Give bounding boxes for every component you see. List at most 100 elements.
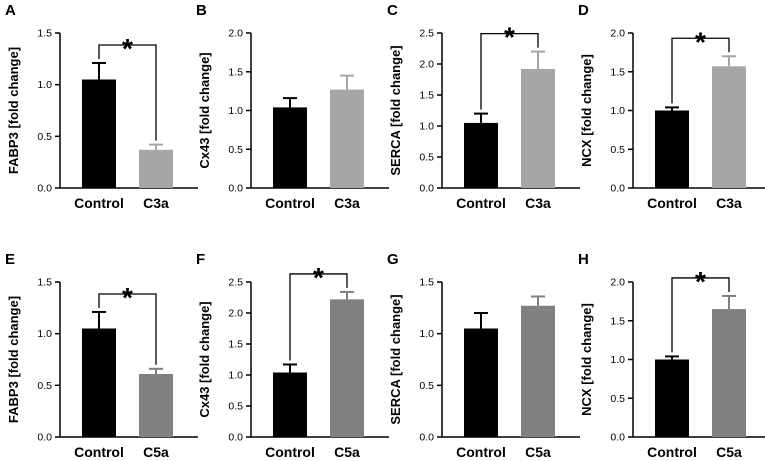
y-axis-label: SERCA [fold change] bbox=[388, 294, 403, 424]
y-tick-label: 1.5 bbox=[419, 277, 434, 289]
panel-letter: B bbox=[196, 2, 207, 19]
significance-bracket bbox=[289, 273, 348, 361]
significance-star: * bbox=[695, 266, 706, 297]
category-label: Control bbox=[456, 444, 506, 460]
y-tick-label: 1.5 bbox=[37, 277, 52, 289]
panel-letter: C bbox=[387, 2, 398, 19]
y-tick-label: 0.5 bbox=[419, 152, 434, 164]
bar-c5a bbox=[330, 299, 364, 437]
category-label: C3a bbox=[334, 195, 360, 211]
bar-c3a bbox=[521, 68, 555, 188]
panel-a: A 0.0 0.5 1.0 1.5 FABP3 [fold change] Control C… bbox=[5, 2, 198, 211]
category-label: Control bbox=[265, 444, 315, 460]
y-tick-label: 0.0 bbox=[37, 432, 52, 444]
panel-letter: G bbox=[387, 251, 399, 268]
y-tick-label: 2.5 bbox=[228, 277, 243, 289]
significance-bracket bbox=[98, 293, 157, 365]
bar-control bbox=[82, 79, 116, 188]
bar-control bbox=[464, 328, 498, 437]
bar-c3a bbox=[330, 89, 364, 188]
y-tick-label: 2.0 bbox=[610, 277, 625, 289]
y-axis-label: SERCA [fold change] bbox=[388, 45, 403, 175]
bar-control bbox=[273, 107, 307, 188]
y-tick-label: 2.0 bbox=[228, 308, 243, 320]
y-tick-label: 0.5 bbox=[228, 401, 243, 413]
y-axis-label: FABP3 [fold change] bbox=[6, 47, 21, 174]
category-label: C3a bbox=[716, 195, 742, 211]
y-tick-label: 2.5 bbox=[419, 28, 434, 40]
bar-c5a bbox=[712, 309, 746, 437]
significance-star: * bbox=[504, 22, 515, 53]
significance-star: * bbox=[313, 262, 324, 293]
panel-letter: H bbox=[578, 251, 589, 268]
bar-c5a bbox=[139, 373, 173, 437]
bar-control bbox=[655, 110, 689, 188]
y-tick-label: 1.0 bbox=[419, 328, 434, 340]
y-tick-label: 1.0 bbox=[37, 79, 52, 91]
category-label: Control bbox=[647, 195, 697, 211]
y-tick-label: 1.0 bbox=[37, 328, 52, 340]
y-axis-label: Cx43 [fold change] bbox=[197, 301, 212, 417]
panel-e: E 0.0 0.5 1.0 1.5 FABP3 [fold change] Control C… bbox=[5, 251, 198, 460]
y-tick-label: 1.5 bbox=[610, 315, 625, 327]
y-tick-label: 1.5 bbox=[37, 28, 52, 40]
y-tick-label: 0.0 bbox=[610, 183, 625, 195]
y-tick-label: 1.0 bbox=[610, 354, 625, 366]
panel-d: D 0.0 0.5 1.0 1.5 2.0 NCX [fold change] Control… bbox=[578, 2, 765, 211]
significance-bracket bbox=[671, 277, 730, 353]
bar-control bbox=[464, 122, 498, 188]
bar-c5a bbox=[521, 305, 555, 437]
category-label: C3a bbox=[143, 195, 169, 211]
category-label: C5a bbox=[716, 444, 742, 460]
y-axis-label: FABP3 [fold change] bbox=[6, 296, 21, 423]
y-tick-label: 0.5 bbox=[419, 380, 434, 392]
panel-c: C 0.0 0.5 1.0 1.5 2.0 2.5 SERCA [fold change] Co… bbox=[387, 2, 580, 211]
y-tick-label: 1.0 bbox=[228, 105, 243, 117]
category-label: Control bbox=[74, 444, 124, 460]
bar-control bbox=[655, 359, 689, 437]
panel-g: G 0.0 0.5 1.0 1.5 SERCA [fold change] Control C… bbox=[387, 251, 580, 460]
y-tick-label: 1.5 bbox=[228, 339, 243, 351]
y-tick-label: 0.0 bbox=[419, 432, 434, 444]
significance-bracket bbox=[671, 37, 730, 104]
bar-c3a bbox=[712, 66, 746, 188]
y-axis-label: NCX [fold change] bbox=[579, 54, 594, 167]
panel-b: B 0.0 0.5 1.0 1.5 2.0 Cx43 [fold change] Contro… bbox=[196, 2, 389, 211]
panel-letter: F bbox=[196, 251, 205, 268]
category-label: Control bbox=[74, 195, 124, 211]
panel-h: H 0.0 0.5 1.0 1.5 2.0 NCX [fold change] Control… bbox=[578, 251, 765, 460]
category-label: C5a bbox=[525, 444, 551, 460]
y-tick-label: 2.0 bbox=[419, 59, 434, 71]
category-label: C3a bbox=[525, 195, 551, 211]
y-tick-label: 0.0 bbox=[228, 183, 243, 195]
category-label: Control bbox=[265, 195, 315, 211]
y-tick-label: 0.5 bbox=[37, 380, 52, 392]
significance-star: * bbox=[695, 26, 706, 57]
y-tick-label: 0.5 bbox=[610, 144, 625, 156]
y-tick-label: 0.0 bbox=[419, 183, 434, 195]
bar-control bbox=[273, 372, 307, 437]
significance-star: * bbox=[122, 282, 133, 313]
y-axis-label: NCX [fold change] bbox=[579, 303, 594, 416]
category-label: Control bbox=[456, 195, 506, 211]
y-tick-label: 0.0 bbox=[610, 432, 625, 444]
category-label: C5a bbox=[334, 444, 360, 460]
panel-letter: D bbox=[578, 2, 589, 19]
y-tick-label: 2.0 bbox=[610, 28, 625, 40]
y-tick-label: 1.0 bbox=[228, 370, 243, 382]
panel-letter: E bbox=[5, 251, 15, 268]
category-label: Control bbox=[647, 444, 697, 460]
panel-letter: A bbox=[5, 2, 16, 19]
y-tick-label: 1.0 bbox=[419, 121, 434, 133]
bar-c3a bbox=[139, 149, 173, 188]
y-tick-label: 0.0 bbox=[228, 432, 243, 444]
y-tick-label: 0.0 bbox=[37, 183, 52, 195]
significance-bracket bbox=[98, 44, 157, 141]
bar-control bbox=[82, 328, 116, 437]
y-tick-label: 0.5 bbox=[37, 131, 52, 143]
y-tick-label: 1.5 bbox=[228, 66, 243, 78]
significance-bracket bbox=[480, 32, 539, 110]
category-label: C5a bbox=[143, 444, 169, 460]
y-axis-label: Cx43 [fold change] bbox=[197, 52, 212, 168]
